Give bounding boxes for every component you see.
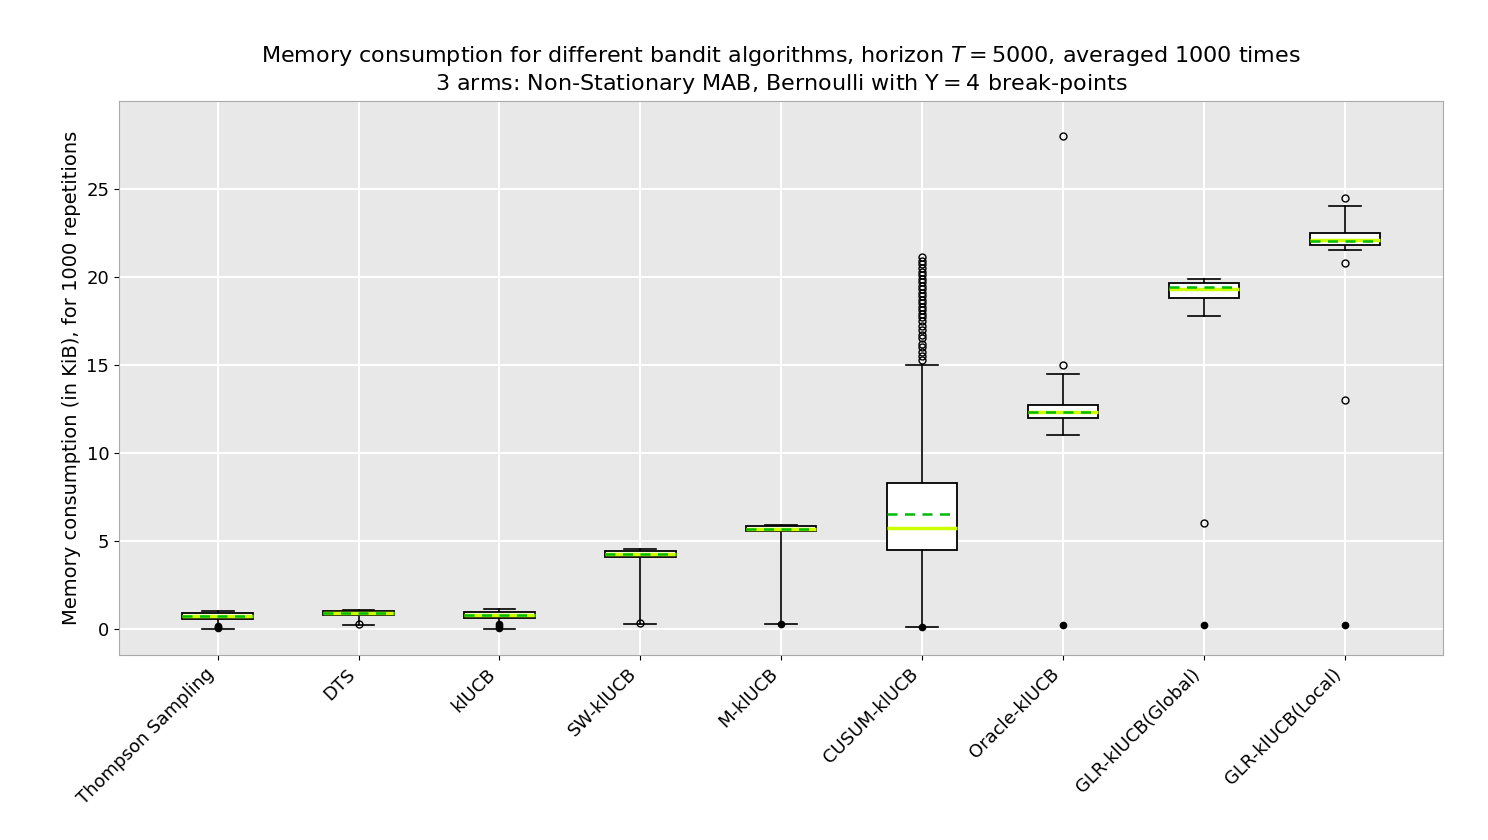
Bar — [464, 612, 534, 618]
Bar — [606, 551, 676, 557]
Bar — [1168, 283, 1240, 298]
Bar — [183, 613, 253, 619]
Bar — [745, 526, 817, 532]
Bar — [887, 483, 957, 549]
Bar — [1309, 233, 1379, 245]
Y-axis label: Memory consumption (in KiB), for 1000 repetitions: Memory consumption (in KiB), for 1000 re… — [62, 131, 80, 625]
Bar — [323, 612, 394, 615]
Bar — [1028, 405, 1098, 417]
Title: Memory consumption for different bandit algorithms, horizon $T=5000$, averaged 1: Memory consumption for different bandit … — [262, 44, 1301, 96]
